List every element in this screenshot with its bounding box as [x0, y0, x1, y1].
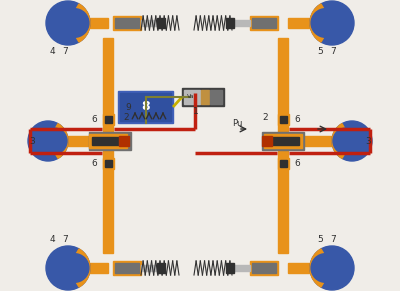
Bar [295, 136, 332, 146]
Bar [83, 263, 108, 273]
Circle shape [311, 9, 340, 37]
Text: 7: 7 [62, 235, 68, 244]
Bar [103, 38, 113, 253]
Bar [232, 265, 250, 271]
Bar [89, 134, 127, 148]
Text: 4: 4 [49, 235, 55, 244]
Bar [113, 16, 141, 30]
Bar [278, 38, 288, 253]
Bar [115, 18, 139, 28]
Bar [83, 18, 108, 28]
Bar [104, 116, 112, 123]
Text: 7: 7 [330, 235, 336, 244]
Bar [278, 113, 288, 125]
Bar [278, 157, 288, 168]
Bar [201, 90, 209, 104]
Bar [157, 263, 165, 273]
Bar [120, 93, 171, 121]
Circle shape [311, 254, 340, 282]
Circle shape [41, 128, 67, 154]
Bar [262, 136, 272, 146]
Text: 8: 8 [141, 100, 150, 113]
Bar [118, 91, 173, 123]
Wedge shape [68, 249, 90, 287]
Circle shape [46, 1, 90, 45]
Circle shape [332, 121, 372, 161]
Text: Pu: Pu [232, 120, 242, 129]
Text: 6: 6 [91, 159, 97, 168]
Text: 5: 5 [317, 235, 323, 244]
Text: 2: 2 [262, 113, 268, 122]
Bar [157, 18, 165, 28]
Text: 3: 3 [365, 136, 371, 146]
Wedge shape [332, 124, 352, 158]
Text: 9: 9 [125, 102, 131, 111]
Bar [226, 18, 234, 28]
Text: 2: 2 [123, 113, 129, 122]
Wedge shape [310, 249, 332, 287]
Bar [182, 88, 224, 106]
Bar [226, 263, 234, 273]
Bar [288, 263, 310, 273]
Circle shape [310, 246, 354, 290]
Bar [113, 261, 141, 275]
Bar [252, 18, 276, 28]
Text: Va: Va [187, 95, 195, 100]
Text: 6: 6 [91, 114, 97, 123]
Text: 6: 6 [294, 159, 300, 168]
Bar [250, 261, 278, 275]
Bar [250, 16, 278, 30]
Bar [280, 159, 286, 166]
Text: 3: 3 [29, 136, 35, 146]
Circle shape [333, 128, 359, 154]
Wedge shape [68, 4, 90, 42]
Bar [232, 20, 250, 26]
Bar [141, 20, 159, 26]
Bar [184, 90, 200, 104]
Bar [280, 116, 286, 123]
Bar [262, 132, 304, 150]
Bar [104, 159, 112, 166]
Circle shape [310, 1, 354, 45]
Text: 5: 5 [317, 47, 323, 56]
Bar [62, 136, 90, 146]
Bar [141, 265, 159, 271]
Circle shape [46, 246, 90, 290]
Text: 6: 6 [294, 114, 300, 123]
Bar [89, 132, 131, 150]
Circle shape [60, 9, 89, 37]
Bar [102, 157, 114, 168]
Circle shape [28, 121, 68, 161]
Bar [210, 90, 222, 104]
Bar [119, 136, 129, 146]
Text: 7: 7 [330, 47, 336, 56]
Bar [288, 18, 310, 28]
Bar [115, 263, 139, 273]
Bar [102, 113, 114, 125]
Circle shape [60, 254, 89, 282]
Text: 1: 1 [193, 107, 199, 116]
Bar [92, 137, 124, 145]
Wedge shape [48, 124, 68, 158]
Bar [267, 137, 299, 145]
Wedge shape [310, 4, 332, 42]
Bar [264, 134, 302, 148]
Text: 7: 7 [62, 47, 68, 56]
Bar [252, 263, 276, 273]
Text: 4: 4 [49, 47, 55, 56]
